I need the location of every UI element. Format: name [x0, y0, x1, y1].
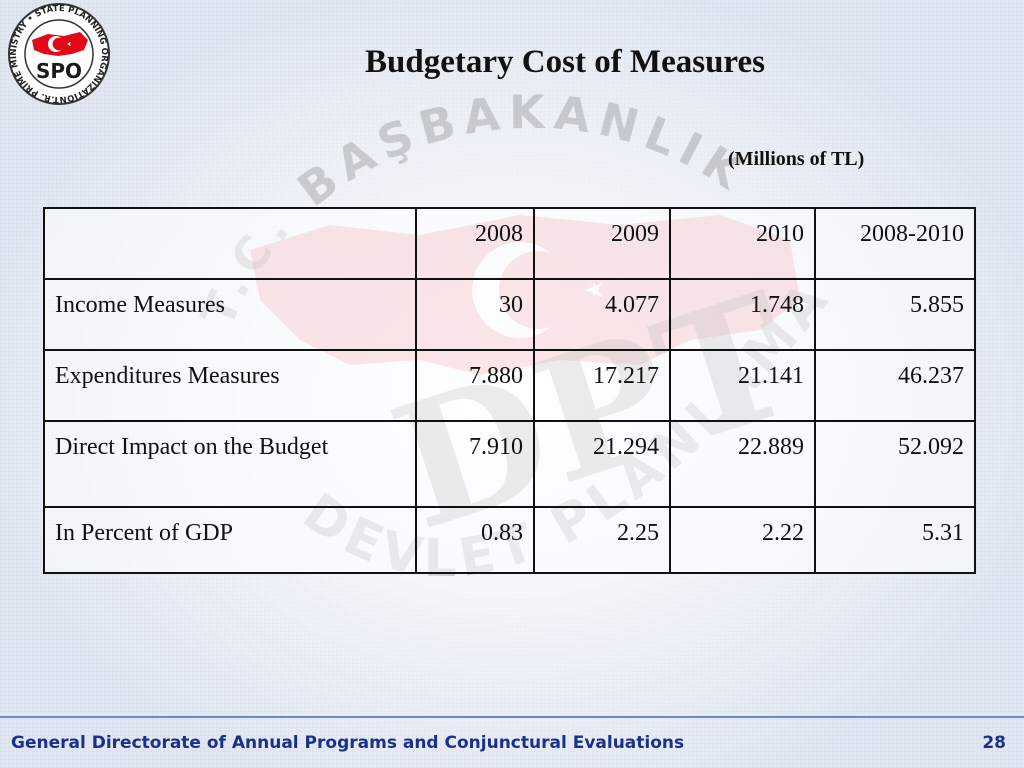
table-cell: 7.880 [415, 349, 535, 422]
row-label: In Percent of GDP [43, 506, 417, 574]
table-cell: 2.25 [533, 506, 671, 574]
spo-logo: T.R. PRIME MINISTRY • STATE PLANNING ORG… [8, 3, 110, 105]
table-cell: 52.092 [814, 420, 976, 508]
header-cell-2009: 2009 [533, 207, 671, 280]
slide-title: Budgetary Cost of Measures [365, 44, 765, 80]
row-label: Income Measures [43, 278, 417, 351]
table-cell: 4.077 [533, 278, 671, 351]
row-label: Direct Impact on the Budget [43, 420, 417, 508]
table-cell: 21.294 [533, 420, 671, 508]
row-label: Expenditures Measures [43, 349, 417, 422]
table-cell: 17.217 [533, 349, 671, 422]
table-cell: 22.889 [669, 420, 816, 508]
table-cell: 5.855 [814, 278, 976, 351]
page-number: 28 [982, 733, 1006, 753]
table-row: Income Measures 30 4.077 1.748 5.855 [43, 278, 976, 351]
header-cell-2008: 2008 [415, 207, 535, 280]
table-cell: 46.237 [814, 349, 976, 422]
logo-text: SPO [36, 59, 82, 83]
table-cell: 7.910 [415, 420, 535, 508]
header-cell-2008-2010: 2008-2010 [814, 207, 976, 280]
table-row: Direct Impact on the Budget 7.910 21.294… [43, 420, 976, 508]
units-note: (Millions of TL) [728, 148, 865, 170]
budget-table: 2008 2009 2010 2008-2010 Income Measures… [43, 207, 976, 574]
footer-divider [0, 716, 1024, 718]
table-cell: 0.83 [415, 506, 535, 574]
table-cell: 30 [415, 278, 535, 351]
table-cell: 2.22 [669, 506, 816, 574]
table-header-row: 2008 2009 2010 2008-2010 [43, 207, 976, 280]
table-cell: 21.141 [669, 349, 816, 422]
table-row: Expenditures Measures 7.880 17.217 21.14… [43, 349, 976, 422]
table-row: In Percent of GDP 0.83 2.25 2.22 5.31 [43, 506, 976, 574]
header-cell-2010: 2010 [669, 207, 816, 280]
footer-text: General Directorate of Annual Programs a… [11, 733, 685, 753]
table-cell: 1.748 [669, 278, 816, 351]
header-cell-empty [43, 207, 417, 280]
table-cell: 5.31 [814, 506, 976, 574]
